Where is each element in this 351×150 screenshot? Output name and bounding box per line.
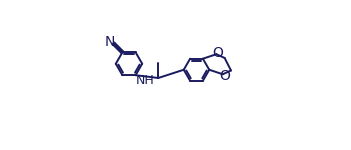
- Text: O: O: [213, 46, 224, 60]
- Text: O: O: [219, 69, 230, 83]
- Text: N: N: [105, 35, 115, 49]
- Text: NH: NH: [136, 74, 155, 87]
